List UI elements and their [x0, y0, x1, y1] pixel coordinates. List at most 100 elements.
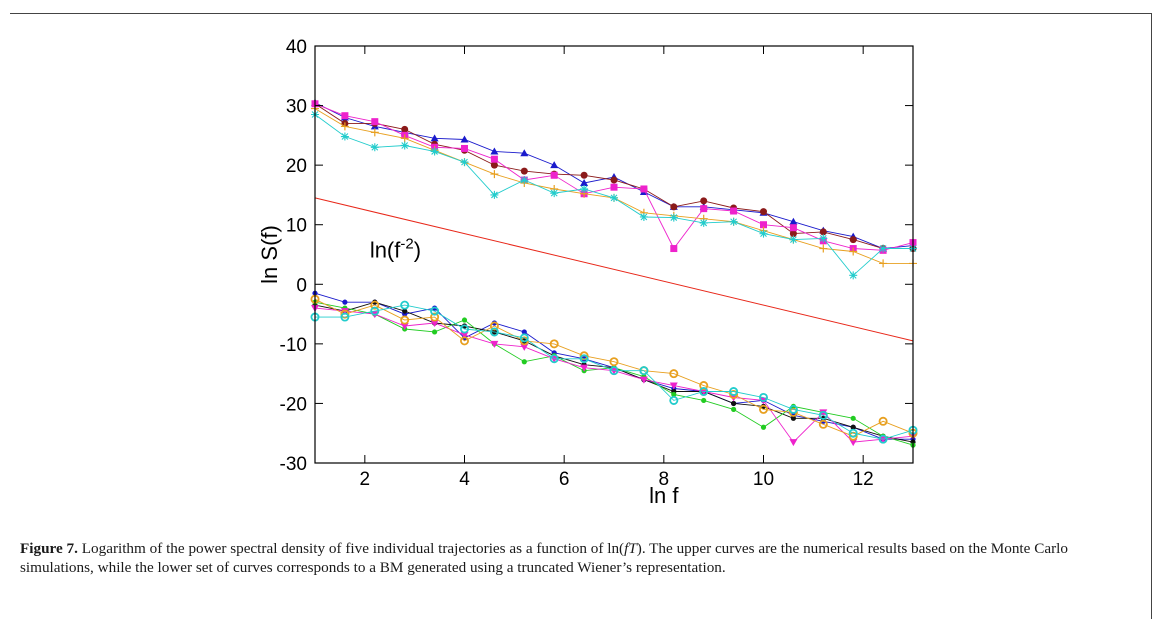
data-point: [759, 404, 769, 414]
data-point: [760, 424, 767, 430]
series-upper: [311, 98, 917, 252]
reference-label-exponent: -2: [400, 235, 413, 252]
data-point: [848, 428, 858, 438]
data-point: [489, 327, 499, 337]
data-point: [789, 217, 798, 225]
data-point: [701, 397, 707, 404]
x-tick-label: 10: [753, 469, 774, 490]
reference-line: [314, 197, 914, 342]
data-point: [460, 158, 469, 167]
y-tick-label: -30: [280, 454, 307, 475]
y-tick-label: 0: [296, 275, 307, 296]
data-point: [521, 329, 527, 335]
series-lower: [310, 300, 918, 444]
x-axis-label: ln f: [649, 483, 679, 508]
series-line: [314, 298, 914, 437]
data-point: [430, 306, 440, 316]
data-point: [580, 184, 589, 193]
y-tick-label: 20: [286, 156, 307, 177]
data-point: [640, 185, 648, 193]
series-upper: [311, 110, 917, 280]
y-tick-label: 40: [286, 37, 307, 58]
data-point: [550, 161, 559, 169]
data-point: [670, 203, 678, 211]
data-point: [699, 387, 709, 397]
data-point: [490, 340, 499, 348]
data-point: [519, 333, 529, 343]
data-point: [490, 147, 499, 155]
data-point: [341, 112, 349, 120]
data-point: [639, 366, 649, 376]
data-point: [580, 179, 589, 187]
y-tick-label: -10: [280, 335, 307, 356]
data-point: [879, 244, 888, 253]
data-point: [699, 381, 709, 391]
data-point: [850, 424, 856, 430]
data-point: [849, 271, 858, 280]
data-point: [459, 324, 469, 334]
data-point: [818, 410, 828, 420]
data-point: [669, 213, 678, 222]
reference-label-base: ln(f: [370, 237, 401, 262]
data-point: [520, 149, 529, 157]
data-point: [400, 134, 409, 143]
data-point: [819, 244, 828, 253]
frame-top-border: [10, 13, 1152, 14]
data-point: [579, 354, 589, 364]
data-point: [430, 134, 439, 142]
data-point: [670, 245, 678, 253]
data-point: [489, 321, 499, 331]
data-point: [490, 170, 499, 179]
data-point: [788, 404, 798, 414]
data-point: [848, 431, 858, 441]
data-point: [610, 193, 618, 202]
data-point: [342, 299, 348, 305]
data-point: [460, 135, 469, 143]
data-point: [610, 176, 618, 184]
data-point: [760, 221, 767, 229]
data-point: [400, 141, 409, 150]
data-point: [340, 122, 349, 131]
figure-caption: Figure 7. Logarithm of the power spectra…: [20, 539, 1135, 577]
series-group: [310, 98, 918, 448]
data-point: [849, 439, 858, 447]
data-point: [402, 308, 408, 314]
data-point: [819, 409, 828, 417]
x-tick-label: 6: [559, 469, 570, 490]
data-point: [700, 197, 708, 205]
data-point: [340, 312, 350, 322]
data-point: [400, 300, 410, 310]
data-point: [729, 217, 738, 226]
caption-figure-label: Figure 7.: [20, 540, 78, 557]
y-tick-label: -20: [280, 394, 307, 415]
data-point: [760, 208, 767, 216]
data-point: [610, 183, 618, 191]
data-point: [580, 364, 589, 372]
data-point: [639, 212, 648, 221]
x-tick-label: 12: [853, 469, 874, 490]
data-point: [789, 235, 798, 244]
data-point: [879, 259, 888, 268]
data-point: [370, 300, 380, 310]
data-point: [879, 436, 888, 444]
y-axis-label: ln S(f): [257, 225, 282, 284]
data-point: [671, 391, 677, 398]
data-point: [432, 329, 438, 335]
data-point: [759, 392, 769, 402]
reference-line-label: ln(f-2): [370, 235, 421, 262]
data-point: [580, 171, 588, 179]
data-point: [819, 234, 828, 243]
data-point: [459, 336, 469, 346]
data-point: [520, 343, 529, 351]
data-point: [818, 419, 828, 429]
data-point: [759, 229, 768, 238]
data-point: [639, 376, 648, 384]
y-tick-label: 10: [286, 216, 307, 237]
data-point: [729, 387, 739, 397]
data-point: [340, 132, 349, 141]
data-point: [731, 406, 737, 412]
data-point: [789, 439, 798, 447]
data-point: [461, 317, 468, 323]
data-point: [788, 407, 798, 417]
